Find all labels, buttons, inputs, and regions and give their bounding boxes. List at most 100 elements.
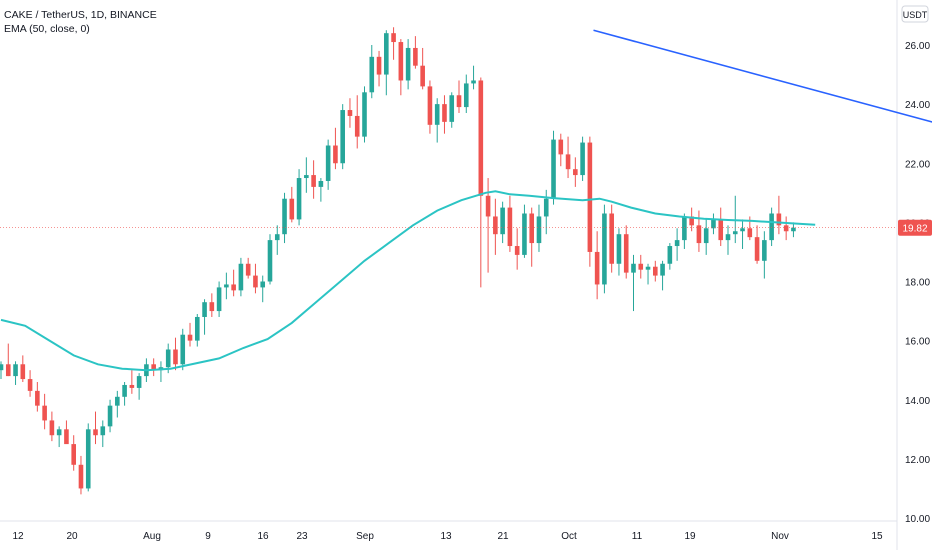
x-tick-label: 13	[440, 531, 452, 542]
candle	[645, 263, 651, 285]
candle	[340, 104, 345, 170]
candle-body	[85, 429, 91, 489]
candle	[376, 50, 382, 87]
candle-body	[754, 237, 760, 261]
candle-body	[456, 95, 462, 108]
currency-badge[interactable]	[901, 5, 929, 23]
ema-series	[0, 190, 816, 372]
candle	[173, 337, 178, 371]
candle-body	[391, 33, 396, 43]
symbol-title[interactable]: CAKE / TetherUS, 1D, BINANCE	[4, 9, 157, 21]
candle	[762, 231, 767, 279]
candle	[93, 411, 98, 445]
candle-body	[267, 240, 273, 282]
candle	[209, 293, 215, 317]
candle	[347, 98, 353, 128]
candle	[427, 80, 433, 134]
candle-body	[609, 213, 614, 264]
x-tick-label: 9	[205, 531, 211, 542]
candle	[580, 136, 585, 181]
candle-body	[725, 234, 731, 241]
candle-body	[376, 56, 382, 75]
candle-body	[696, 225, 702, 244]
candle	[129, 370, 135, 394]
candle	[449, 92, 455, 128]
candle-body	[253, 275, 258, 288]
candle-body	[384, 33, 389, 75]
ema-indicator-label[interactable]: EMA (50, close, 0)	[4, 23, 90, 35]
candle-body	[747, 228, 753, 238]
candle	[500, 201, 505, 244]
candle	[0, 361, 4, 380]
candle	[791, 222, 796, 238]
x-tick-label: 19	[684, 531, 696, 542]
candle-body	[282, 198, 287, 235]
candle	[413, 36, 418, 69]
candle-body	[78, 464, 84, 489]
candle-body	[347, 110, 353, 116]
candle-body	[762, 240, 767, 261]
candle	[64, 420, 69, 445]
currency-badge-label: USDT	[903, 10, 928, 20]
candle-body	[631, 263, 636, 273]
candle	[551, 130, 556, 205]
candle-body	[718, 219, 724, 241]
candle-body	[522, 213, 527, 255]
candle-body	[27, 379, 33, 391]
candle-body	[732, 231, 738, 235]
candle-body	[427, 86, 433, 125]
candle	[616, 228, 622, 276]
candle	[711, 213, 716, 235]
candle	[769, 207, 774, 247]
candle	[507, 195, 513, 252]
candle	[667, 243, 673, 270]
candle-body	[318, 180, 324, 187]
grid	[0, 0, 898, 550]
candle-body	[107, 405, 113, 427]
candle	[522, 204, 527, 258]
candle-body	[660, 263, 665, 276]
y-tick-label: 24.00	[905, 100, 930, 111]
candle	[180, 328, 186, 371]
candle	[485, 178, 491, 273]
candle	[594, 231, 600, 300]
y-tick-label: 14.00	[905, 396, 930, 407]
candle	[442, 95, 447, 134]
candle-body	[558, 139, 564, 155]
candle	[463, 74, 469, 113]
candle-body	[689, 216, 694, 226]
x-tick-label: 12	[12, 531, 24, 542]
candle-body	[543, 198, 549, 217]
candle	[362, 86, 367, 143]
candle-body	[0, 364, 4, 371]
candle	[696, 210, 702, 252]
candle-body	[180, 334, 186, 365]
candle	[107, 399, 113, 433]
candle	[202, 299, 207, 335]
candle	[253, 263, 258, 294]
x-tick-label: 23	[296, 531, 308, 542]
candle-body	[493, 216, 498, 235]
candle-body	[20, 364, 26, 380]
axes: 10.0012.0014.0016.0018.0020.0022.0024.00…	[0, 5, 932, 542]
candle	[456, 80, 462, 113]
candle-body	[42, 405, 47, 421]
descending-trendline[interactable]	[593, 29, 932, 264]
candle	[536, 204, 542, 252]
candle	[420, 47, 425, 90]
candle-body	[551, 139, 556, 199]
candle	[674, 228, 680, 261]
candle-body	[449, 95, 455, 122]
candle-body	[616, 234, 622, 264]
candle-body	[653, 266, 658, 276]
candle	[609, 204, 614, 273]
candle	[151, 358, 156, 377]
candle	[49, 411, 55, 442]
last-price-label: 19.82	[902, 224, 927, 235]
candle	[100, 420, 106, 448]
candle	[318, 178, 324, 202]
candle	[267, 234, 273, 285]
candle	[238, 257, 244, 297]
